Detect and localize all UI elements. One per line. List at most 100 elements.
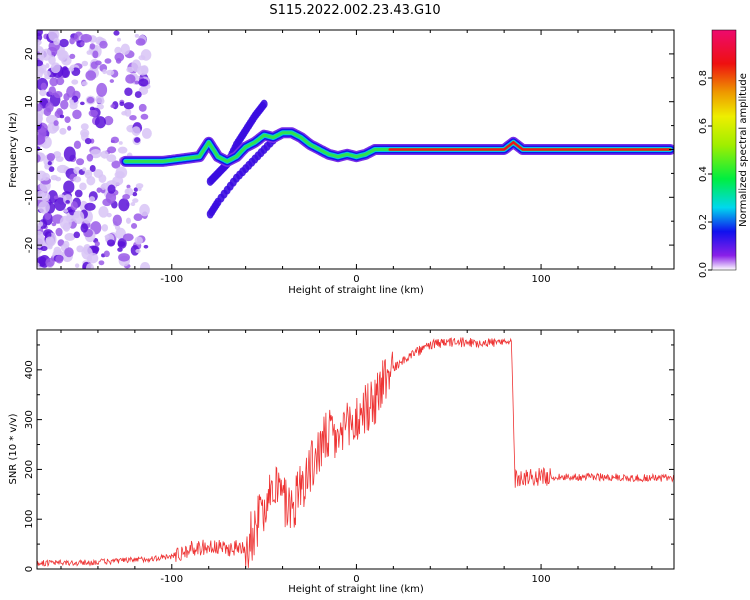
spectral-noise-blob [69, 99, 74, 105]
spectral-noise-blob [125, 74, 136, 84]
spectral-noise-blob [63, 93, 70, 101]
spectral-noise-blob [103, 115, 114, 126]
spectral-noise-blob [133, 213, 143, 221]
spectral-noise-blob [104, 234, 110, 239]
spectral-noise-blob [73, 176, 82, 183]
spectral-noise-blob [135, 183, 144, 189]
spectral-noise-blob [122, 194, 131, 200]
spectral-noise-blob [63, 240, 70, 249]
spectral-noise-blob [53, 195, 59, 200]
spectral-noise-blob [53, 120, 59, 126]
spectral-noise-blob [134, 236, 143, 245]
spectral-noise-blob [117, 146, 128, 154]
spectral-noise-blob [98, 260, 105, 266]
chart-title: S115.2022.002.23.43.G10 [269, 3, 440, 18]
spectral-noise-blob [102, 69, 107, 75]
spectral-noise-blob [125, 217, 131, 224]
spectral-noise-blob [111, 160, 121, 169]
spectral-noise-blob [50, 62, 61, 74]
spectral-noise-blob [37, 39, 42, 46]
spectral-noise-blob [47, 160, 52, 166]
spectral-noise-blob [89, 164, 96, 172]
spectrogram-y-tick-label: 20 [24, 48, 35, 61]
spectral-noise-blob [101, 224, 109, 232]
snr-x-ticks: -100 0 100 [60, 330, 653, 585]
spectral-noise-blob [49, 77, 59, 87]
spectral-noise-blob [100, 150, 109, 159]
spectral-noise-blob [96, 82, 108, 97]
spectrogram-y-tick-label: 0 [24, 146, 35, 152]
spectral-noise-blob [62, 66, 68, 71]
spectral-noise-blob [129, 114, 137, 121]
spectral-noise-blob [59, 215, 72, 230]
spectral-noise-blob [119, 101, 125, 106]
spectral-noise-blob [89, 149, 102, 159]
colorbar-label: Normalized spectral amplitude [738, 73, 749, 227]
spectral-noise-blob [133, 187, 138, 192]
spectral-noise-blob [140, 65, 149, 75]
spectral-noise-blob [64, 116, 71, 124]
spectral-noise-blob [140, 113, 149, 120]
spectral-ridge-core [388, 140, 672, 151]
spectral-noise-blob [90, 61, 98, 69]
spectral-noise-blob [113, 30, 120, 36]
spectral-noise-blob [57, 49, 68, 62]
spectral-noise-blob [48, 86, 57, 96]
spectral-noise-blob [86, 96, 95, 104]
spectral-noise-blob [82, 167, 87, 172]
spectral-noise-blob [130, 222, 138, 229]
spectral-noise-blob [54, 197, 67, 211]
spectral-noise-blob [37, 251, 41, 256]
spectral-noise-blob [60, 99, 69, 110]
colorbar-tick-label: 0.4 [698, 166, 709, 182]
spectral-noise-blob [138, 103, 147, 112]
spectral-noise-blob [69, 53, 76, 59]
spectral-branch-blob [206, 209, 214, 219]
spectral-noise-blob [50, 174, 58, 181]
spectral-noise-blob [76, 158, 85, 166]
spectral-noise-blob [135, 38, 146, 46]
snr-series-line [37, 337, 674, 568]
spectral-noise-blob [47, 190, 58, 204]
snr-y-tick-label: 300 [24, 410, 35, 429]
spectral-noise-blob [86, 153, 94, 162]
colorbar-tick-label: 0.0 [698, 262, 709, 278]
spectral-noise-blob [48, 30, 60, 42]
spectral-noise-blob [123, 102, 134, 110]
spectral-noise-blob [73, 140, 82, 149]
spectral-noise-blob [95, 94, 104, 104]
snr-y-ticks: 0 100 200 300 400 [24, 344, 674, 572]
spectral-noise-blob [80, 223, 89, 233]
spectral-noise-blob [106, 239, 116, 247]
spectral-noise-blob [81, 60, 89, 67]
spectral-noise-blob [37, 113, 43, 126]
spectral-noise-blob [137, 186, 142, 192]
spectral-noise-blob [94, 116, 106, 129]
spectral-noise-blob [46, 152, 56, 162]
spectral-noise-blob [141, 128, 152, 139]
colorbar-tick-label: 0.6 [698, 118, 709, 134]
spectral-noise-blob [139, 203, 150, 217]
snr-frame [36, 329, 675, 570]
spectral-noise-blob [130, 202, 136, 207]
spectral-noise-blob [112, 214, 122, 226]
spectral-noise-blob [53, 91, 63, 99]
spectral-noise-blob [38, 221, 44, 227]
spectral-noise-blob [98, 174, 107, 183]
snr-panel: -100 0 100 0 100 200 300 400 Height of straigh… [8, 329, 675, 595]
spectral-noise-blob [134, 137, 141, 143]
spectral-noise-blob [107, 184, 116, 194]
spectral-noise-blob [37, 103, 43, 112]
spectral-noise-blob [132, 191, 138, 197]
snr-x-tick-label: 100 [532, 574, 551, 585]
spectrogram-x-ticks: -100 0 100 [60, 30, 653, 285]
spectral-noise-blob [103, 250, 110, 258]
spectral-noise-blob [96, 103, 104, 110]
spectral-noise-blob [55, 227, 63, 237]
colorbar-tick-label: 0.8 [698, 70, 709, 86]
spectral-noise-blob [69, 37, 75, 45]
spectral-noise-blob [124, 188, 130, 195]
spectral-noise-blob [74, 189, 83, 198]
spectral-noise-blob [79, 182, 87, 191]
